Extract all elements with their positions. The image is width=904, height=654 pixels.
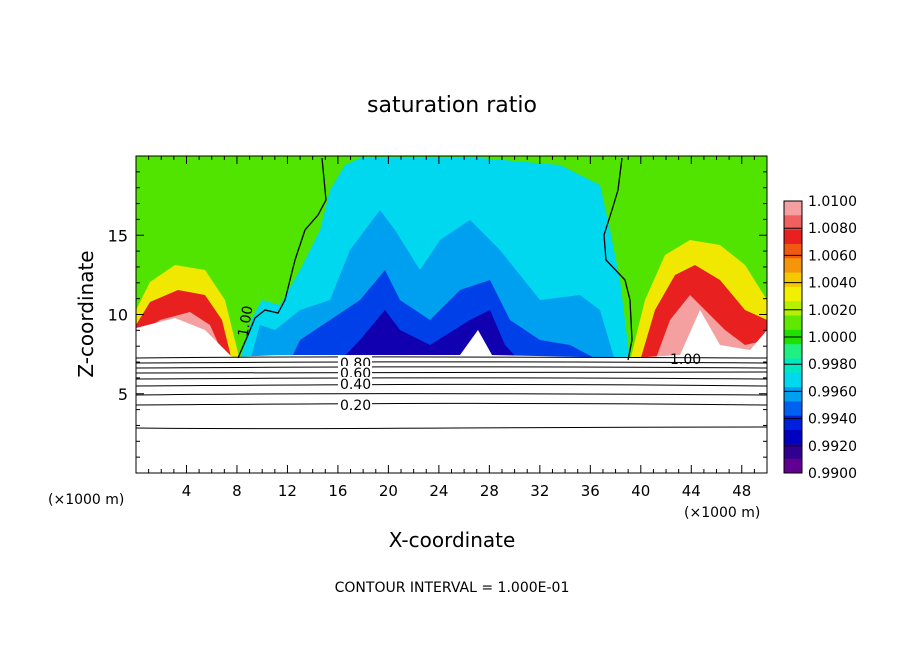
y-tick-label: 10 (108, 306, 128, 325)
contour-label: 1.00 (670, 352, 701, 368)
colorbar-swatch (784, 229, 802, 245)
x-tick-label: 32 (530, 482, 549, 500)
contour-label: 1.00 (235, 305, 256, 338)
contour-label-background (338, 377, 372, 391)
colorbar-label: 1.0080 (808, 221, 857, 237)
x-tick-label: 12 (278, 482, 297, 500)
x-tick-label: 40 (631, 482, 650, 500)
colorbar-swatch (784, 401, 802, 417)
contour-label: 0.40 (338, 377, 372, 393)
x-unit-left: (×1000 m) (48, 492, 124, 508)
colorbar-swatch (784, 286, 802, 302)
x-tick-label: 28 (480, 482, 499, 500)
contour-line (136, 393, 767, 396)
contour-label-text: 0.40 (340, 377, 371, 393)
colorbar-label: 0.9940 (808, 412, 857, 428)
x-tick-label: 8 (232, 482, 242, 500)
contour-1-00-left (237, 157, 327, 359)
field-surface-white (136, 310, 767, 361)
x-tick-label: 24 (429, 482, 448, 500)
colorbar-swatch (784, 258, 802, 274)
contour-label: 0.20 (338, 398, 372, 414)
contour-line (136, 426, 767, 430)
colorbar-swatch (784, 358, 802, 374)
contour-line (136, 383, 767, 387)
colorbar-label: 1.0040 (808, 276, 857, 292)
contour-labels: 1.001.000.800.600.400.20 (235, 305, 701, 414)
colorbar-swatch (784, 201, 802, 216)
x-tick-label: 48 (732, 482, 751, 500)
colorbar-label: 0.9900 (808, 466, 857, 482)
colorbar-swatch (784, 458, 802, 474)
colorbar-swatch (784, 372, 802, 388)
x-tick-label: 36 (581, 482, 600, 500)
contour-label-text: 1.00 (235, 305, 256, 338)
contour-label-background (338, 398, 372, 412)
x-tick-label: 20 (379, 482, 398, 500)
contour-label-background (338, 366, 372, 380)
y-axis-label: Z-coordinate (74, 250, 98, 377)
y-tick-label: 5 (118, 385, 128, 404)
colorbar-label: 0.9980 (808, 357, 857, 373)
colorbar-swatch (784, 387, 802, 402)
colorbar-label: 1.0000 (808, 330, 857, 346)
contour-line (136, 356, 767, 359)
x-axis-label: X-coordinate (389, 528, 516, 552)
x-tick-label: 44 (682, 482, 701, 500)
colorbar-label: 1.0020 (808, 303, 857, 319)
field-right-warm-pink (655, 295, 767, 361)
contour-interval-note: CONTOUR INTERVAL = 1.000E-01 (335, 580, 570, 596)
colorbar-swatch (784, 301, 802, 317)
lower-contours (136, 356, 767, 430)
colorbar-swatch (784, 272, 802, 288)
colorbar-swatch (784, 344, 802, 359)
x-unit-right: (×1000 m) (684, 505, 760, 521)
contour-label-text: 0.20 (340, 398, 371, 414)
colorbar-swatch (784, 243, 802, 259)
colorbar-label: 0.9960 (808, 384, 857, 400)
colorbar-label: 1.0060 (808, 248, 857, 264)
contour-line (136, 402, 767, 406)
colorbar-swatch (784, 315, 802, 331)
saturation-field (136, 156, 767, 473)
colorbar-swatch (784, 215, 802, 231)
x-axis-ticks: 4 8 12 16 20 24 28 32 36 40 44 48 (148, 156, 755, 500)
colorbar-swatch (784, 444, 802, 460)
x-tick-label: 16 (328, 482, 347, 500)
colorbar: 1.0100 1.0080 1.0060 1.0040 1.0020 1.0000 0.99… (783, 194, 857, 482)
contour-line (136, 361, 767, 364)
colorbar-label: 0.9920 (808, 439, 857, 455)
colorbar-swatch (784, 415, 802, 431)
contour-label-text: 1.00 (670, 352, 701, 368)
x-tick-label: 4 (182, 482, 192, 500)
contour-line (136, 377, 767, 380)
chart-title: saturation ratio (367, 93, 537, 118)
y-axis-ticks: 5 10 15 (108, 171, 767, 458)
contour-1-00-right (603, 157, 633, 361)
colorbar-label: 1.0100 (808, 194, 857, 210)
contour-line (136, 366, 767, 369)
y-tick-label: 15 (108, 226, 128, 245)
colorbar-swatch (784, 430, 802, 445)
